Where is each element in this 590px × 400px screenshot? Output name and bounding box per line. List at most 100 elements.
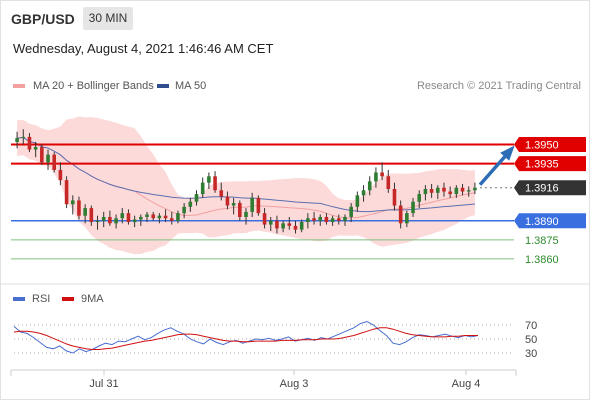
candle-body (219, 190, 224, 197)
candle-body (126, 213, 131, 223)
level-label-1.3860: 1.3860 (525, 254, 559, 266)
candle-body (46, 154, 50, 163)
candle-body (207, 176, 211, 183)
candle-body (337, 218, 341, 221)
candle-body (64, 180, 69, 205)
candle-body (244, 211, 248, 217)
rsi-tick-label: 30 (525, 348, 537, 360)
projection-arrow-head (500, 145, 515, 161)
candle-body (250, 197, 254, 212)
candle-body (299, 222, 304, 230)
candle-body (157, 215, 162, 219)
rsi-ma-legend-swatch (62, 297, 74, 301)
level-label-1.3916: 1.3916 (525, 183, 559, 195)
candle-body (435, 187, 440, 193)
level-tag-1.3950 (514, 137, 586, 152)
candle-body (139, 216, 143, 220)
candle-body (132, 219, 137, 223)
candle-body (40, 147, 44, 163)
candle-body (312, 218, 316, 221)
level-label-1.3935: 1.3935 (525, 159, 559, 171)
bollinger-legend-label: MA 20 + Bollinger Bands (33, 80, 154, 92)
candle-body (151, 214, 155, 219)
candle-body (145, 214, 149, 217)
bollinger-band (17, 116, 475, 255)
x-tick-label: Jul 31 (89, 378, 118, 390)
candle-body (182, 206, 186, 214)
candle-body (293, 225, 298, 230)
candle-body (101, 216, 106, 221)
instrument-title: GBP/USD (11, 11, 75, 27)
candle-body (361, 190, 366, 196)
candle-body (386, 176, 391, 189)
candle-body (120, 213, 125, 219)
candle-body (405, 213, 409, 224)
candle-body (442, 187, 446, 192)
candle-body (380, 172, 384, 177)
candle-body (429, 189, 434, 193)
candle-body (460, 187, 465, 192)
candle-body (349, 206, 353, 217)
candle-body (58, 169, 63, 181)
rsi-legend-swatch (13, 297, 25, 301)
level-tag-1.3890 (514, 213, 586, 229)
rsi-ma-legend-label: 9MA (81, 293, 104, 305)
candle-body (417, 194, 422, 202)
candle-body (411, 201, 415, 214)
candle-body (200, 182, 205, 195)
chart-header: GBP/USD 30 MIN (0, 0, 590, 36)
candle-body (77, 200, 81, 216)
level-tag-1.3935 (514, 156, 586, 172)
candle-body (21, 136, 26, 139)
candle-body (318, 216, 323, 221)
ma50-legend-label: MA 50 (175, 80, 207, 92)
rsi-tick-label: 70 (525, 320, 537, 332)
candle-body (275, 220, 279, 229)
candle-body (52, 154, 57, 170)
copyright-text: Research © 2021 Trading Central (416, 80, 581, 92)
ma50-line (17, 136, 475, 213)
candle-body (83, 208, 87, 216)
ma50-legend-swatch (157, 84, 169, 88)
candle-body (330, 218, 335, 223)
timestamp-line: Wednesday, August 4, 2021 1:46:46 AM CET (13, 41, 274, 56)
candle-body (281, 223, 285, 229)
candle-body (324, 216, 329, 223)
candle-body (194, 194, 199, 202)
level-label-1.3875: 1.3875 (525, 235, 559, 247)
timeframe-button[interactable]: 30 MIN (83, 7, 133, 30)
candle-body (287, 223, 292, 226)
x-tick-label: Aug 3 (280, 378, 309, 390)
candle-body (231, 202, 236, 206)
candle-body (268, 220, 273, 225)
candle-body (374, 172, 378, 182)
rsi-tick-label: 50 (525, 334, 537, 346)
candle-body (163, 215, 168, 219)
candle-body (108, 216, 112, 224)
candle-body (188, 201, 193, 207)
x-tick-label: Aug 4 (452, 378, 481, 390)
candle-body (367, 181, 372, 191)
candle-body (256, 197, 261, 214)
candle-body (238, 202, 242, 217)
candle-body (70, 200, 75, 205)
candle-body (114, 218, 118, 224)
candle-body (27, 136, 32, 150)
level-tag-1.3916 (514, 180, 586, 196)
candle-body (176, 213, 180, 221)
rsi-ma-line (13, 327, 478, 350)
candle-body (355, 195, 360, 207)
rsi-legend-label: RSI (32, 293, 51, 305)
candle-body (343, 216, 347, 221)
candle-body (392, 189, 397, 206)
candle-body (262, 213, 267, 225)
candle-body (225, 196, 230, 206)
candle-body (15, 138, 19, 142)
level-label-1.3950: 1.3950 (525, 140, 559, 152)
candle-body (169, 218, 174, 221)
candle-body (213, 176, 217, 191)
level-label-1.3890: 1.3890 (525, 216, 559, 228)
bollinger-legend-swatch (13, 84, 25, 88)
candle-body (473, 187, 477, 191)
